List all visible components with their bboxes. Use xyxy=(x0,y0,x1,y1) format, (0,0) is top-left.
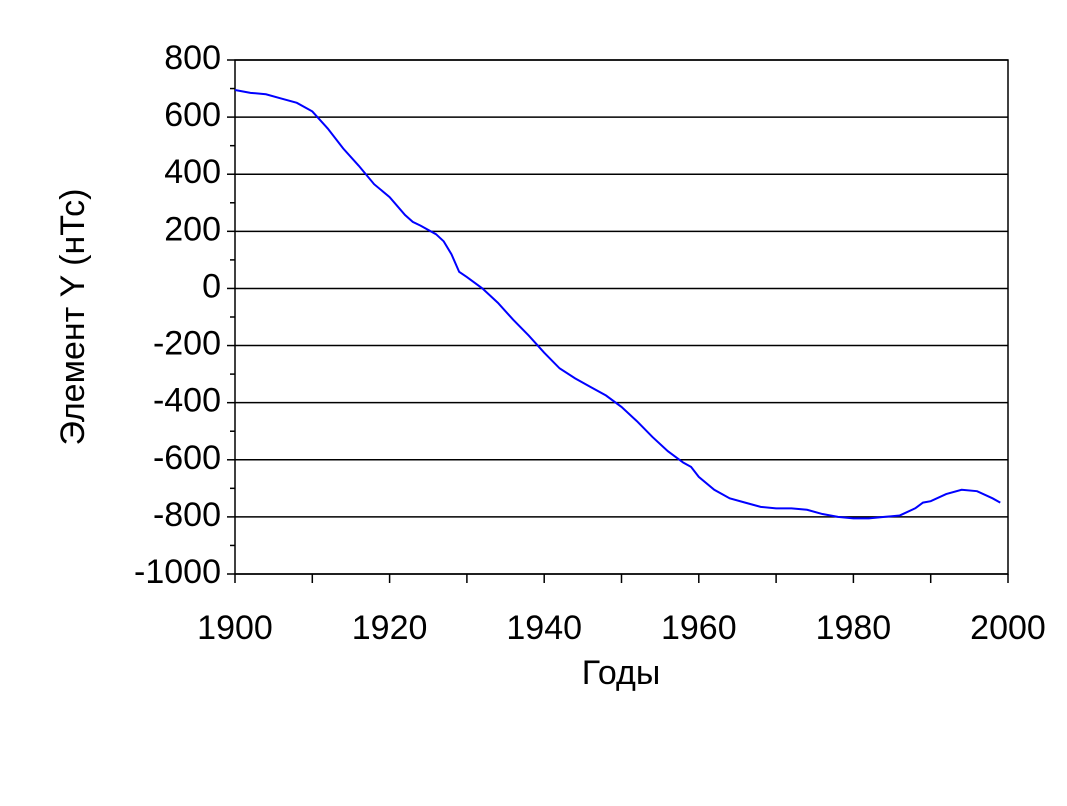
y-tick-label: -200 xyxy=(153,325,221,363)
x-tick-label: 1900 xyxy=(197,609,273,647)
y-tick-label: -800 xyxy=(153,496,221,534)
y-tick-label: 600 xyxy=(164,96,221,134)
x-tick-label: 2000 xyxy=(970,609,1046,647)
x-tick-label: 1980 xyxy=(816,609,892,647)
x-axis-title: Годы xyxy=(582,654,661,692)
y-axis-title: Элемент Y (нТс) xyxy=(54,189,92,446)
y-tick-label: -400 xyxy=(153,382,221,420)
x-tick-label: 1940 xyxy=(506,609,582,647)
y-tick-label: 0 xyxy=(202,267,221,305)
x-tick-label: 1920 xyxy=(352,609,428,647)
y-tick-label: 400 xyxy=(164,153,221,191)
data-line xyxy=(234,88,1001,520)
y-tick-label: -600 xyxy=(153,439,221,477)
x-tick-label: 1960 xyxy=(661,609,737,647)
y-tick-label: -1000 xyxy=(134,553,221,591)
y-tick-label: 200 xyxy=(164,210,221,248)
y-tick-label: 800 xyxy=(164,39,221,77)
